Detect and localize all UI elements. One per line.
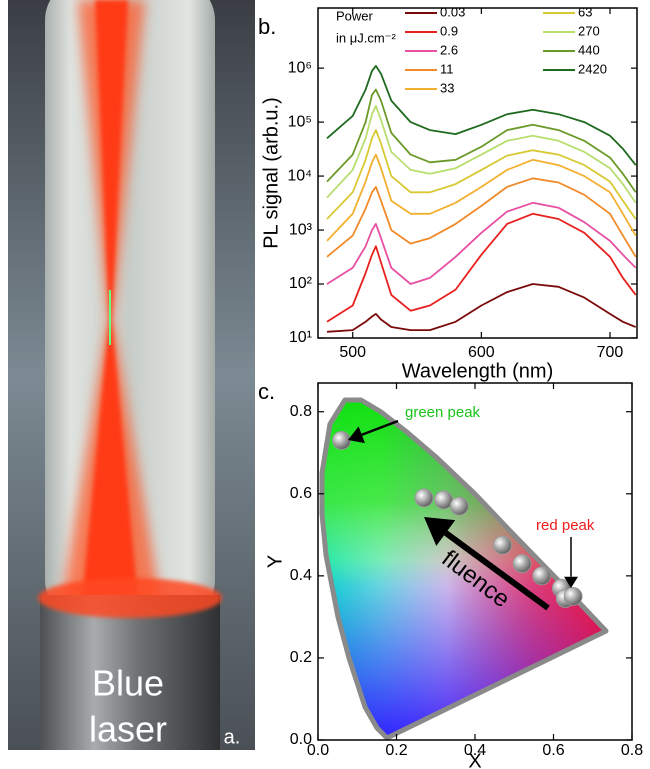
annotation-arrow	[361, 419, 399, 436]
series-line	[326, 283, 637, 333]
series-line	[326, 153, 637, 242]
y-tick-label: 10²	[289, 275, 313, 292]
annotation: green peak	[405, 404, 481, 421]
plot-area	[326, 65, 637, 333]
series-line	[326, 201, 637, 285]
data-point	[434, 490, 454, 510]
series-line	[326, 105, 637, 204]
y-tick-label: 10⁶	[288, 59, 312, 76]
legend-label: 11	[440, 61, 454, 76]
photo: Blue laser a.	[8, 0, 255, 750]
gamut-purple	[322, 400, 606, 738]
data-point	[532, 566, 552, 586]
x-axis-title: X	[468, 750, 481, 769]
data-point	[332, 431, 351, 450]
y-axis-title: Y	[264, 555, 286, 568]
annotation-arrow-head	[564, 576, 578, 588]
legend-label: 0.9	[440, 23, 458, 38]
y-tick-label: 10⁴	[287, 167, 312, 184]
photo-caption: Blue	[92, 663, 164, 704]
y-tick-label: 10⁵	[288, 113, 312, 130]
legend-subtitle: in μJ.cm⁻²	[336, 30, 397, 45]
y-tick-label: 0.6	[290, 485, 312, 502]
y-tick-label: 10³	[289, 221, 313, 238]
gamut-outline	[319, 397, 609, 740]
series-line	[326, 177, 637, 258]
x-axis-title: Wavelength (nm)	[402, 360, 554, 382]
legend-title: Power	[336, 8, 374, 23]
series-line	[326, 88, 637, 193]
y-tick-label: 0.0	[290, 731, 312, 748]
base-glow	[38, 578, 222, 618]
x-tick-label: 500	[339, 344, 366, 361]
y-axis-title: PL signal (arb.u.)	[260, 97, 282, 249]
legend-label: 270	[578, 23, 600, 38]
data-point	[493, 535, 512, 555]
plot-frame	[317, 7, 638, 339]
data-point	[449, 496, 469, 516]
series-line	[326, 212, 637, 323]
annotation-arrow-head	[348, 426, 365, 444]
y-tick-label: 0.4	[290, 567, 312, 584]
x-tick-label: 0.2	[385, 742, 407, 759]
legend-label: 2.6	[440, 42, 458, 57]
x-tick-label: 0.4	[464, 742, 486, 759]
panel-label: a.	[224, 726, 241, 748]
x-tick-label: 700	[597, 344, 624, 361]
x-tick-label: 0.8	[621, 742, 643, 759]
cie-diagram	[319, 397, 609, 740]
data-point	[563, 586, 583, 606]
laser-base	[40, 595, 220, 750]
panel-label: b.	[258, 14, 276, 39]
photo-caption: laser	[89, 709, 167, 750]
series-line	[326, 129, 637, 220]
legend-label: 2420	[578, 61, 607, 76]
y-tick-label: 0.8	[290, 403, 312, 420]
y-tick-label: 0.2	[290, 649, 312, 666]
legend-label: 63	[578, 4, 592, 19]
x-tick-label: 0.0	[307, 742, 329, 759]
x-tick-label: 0.6	[542, 742, 564, 759]
plot-area	[332, 431, 583, 608]
series-line	[326, 65, 637, 166]
x-tick-label: 600	[468, 344, 495, 361]
y-tick-label: 10¹	[289, 329, 312, 346]
data-point	[512, 554, 532, 573]
plot-frame	[317, 382, 633, 741]
data-point	[414, 488, 434, 508]
legend-label: 0.03	[440, 4, 465, 19]
legend-label: 33	[440, 80, 454, 95]
fluence-arrow-head	[424, 517, 456, 546]
legend-label: 440	[578, 42, 600, 57]
fluence-arrow	[443, 530, 550, 611]
panel-label: c.	[258, 379, 275, 404]
annotation: red peak	[536, 517, 595, 534]
